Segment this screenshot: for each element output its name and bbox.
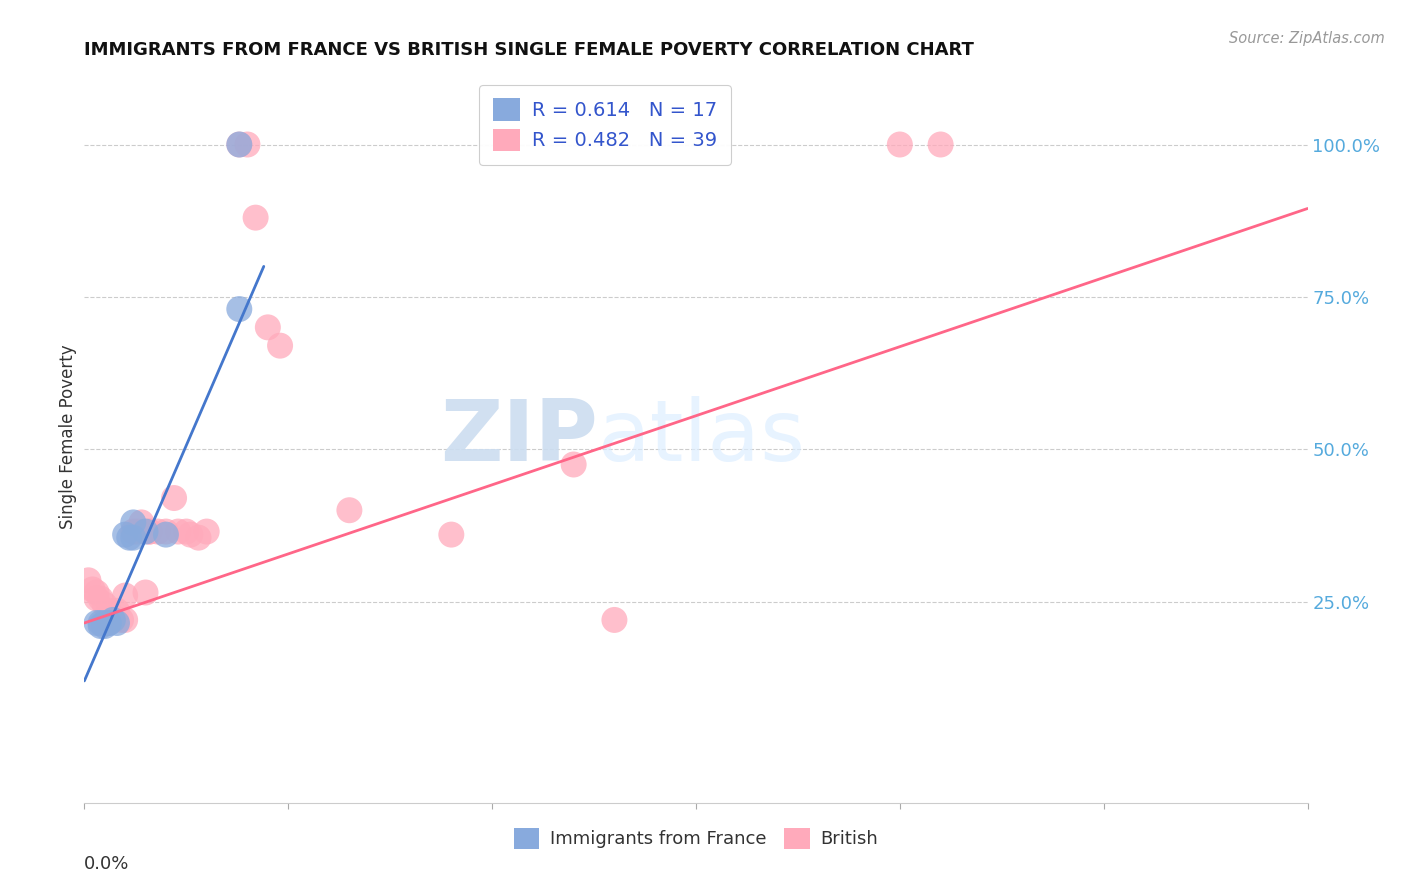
Text: ZIP: ZIP	[440, 395, 598, 479]
Point	[90, 619, 112, 633]
Point	[110, 613, 132, 627]
Point	[82, 582, 104, 597]
Point	[86, 585, 108, 599]
Point	[118, 531, 141, 545]
Point	[146, 524, 169, 539]
Point	[163, 491, 186, 505]
Point	[97, 615, 120, 630]
Point	[187, 531, 209, 545]
Point	[114, 589, 136, 603]
Text: 0.0%: 0.0%	[84, 855, 129, 873]
Point	[114, 613, 136, 627]
Point	[155, 527, 177, 541]
Point	[339, 503, 361, 517]
Point	[138, 524, 160, 539]
Point	[179, 527, 201, 541]
Point	[122, 516, 145, 530]
Point	[97, 604, 120, 618]
Point	[195, 524, 218, 539]
Point	[90, 591, 112, 606]
Point	[101, 613, 124, 627]
Point	[929, 137, 952, 152]
Point	[122, 524, 145, 539]
Point	[90, 615, 112, 630]
Point	[93, 619, 115, 633]
Point	[889, 137, 911, 152]
Point	[440, 527, 463, 541]
Point	[228, 302, 250, 317]
Point	[122, 531, 145, 545]
Point	[138, 524, 160, 539]
Point	[245, 211, 267, 225]
Point	[77, 574, 100, 588]
Point	[131, 516, 153, 530]
Point	[603, 613, 626, 627]
Point	[114, 527, 136, 541]
Point	[236, 137, 259, 152]
Point	[86, 591, 108, 606]
Point	[105, 615, 128, 630]
Point	[155, 524, 177, 539]
Point	[105, 604, 128, 618]
Point	[228, 137, 250, 152]
Point	[127, 524, 149, 539]
Point	[257, 320, 280, 334]
Point	[101, 613, 124, 627]
Point	[135, 524, 157, 539]
Point	[101, 613, 124, 627]
Point	[174, 524, 197, 539]
Point	[93, 615, 115, 630]
Point	[97, 613, 120, 627]
Text: Source: ZipAtlas.com: Source: ZipAtlas.com	[1229, 31, 1385, 46]
Point	[135, 585, 157, 599]
Point	[269, 338, 291, 352]
Text: atlas: atlas	[598, 395, 806, 479]
Point	[562, 458, 585, 472]
Y-axis label: Single Female Poverty: Single Female Poverty	[59, 345, 77, 529]
Point	[228, 137, 250, 152]
Point	[97, 615, 120, 630]
Point	[167, 524, 190, 539]
Legend: Immigrants from France, British: Immigrants from France, British	[506, 821, 886, 856]
Point	[86, 615, 108, 630]
Point	[93, 598, 115, 612]
Text: IMMIGRANTS FROM FRANCE VS BRITISH SINGLE FEMALE POVERTY CORRELATION CHART: IMMIGRANTS FROM FRANCE VS BRITISH SINGLE…	[84, 41, 974, 59]
